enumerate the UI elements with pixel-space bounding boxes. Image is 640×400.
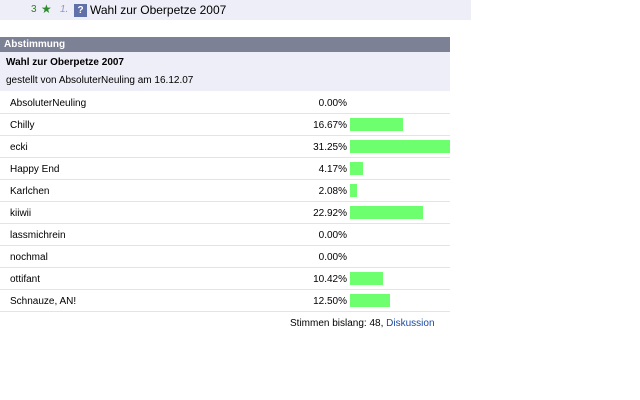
results-table: AbsoluterNeuling 0.00% Chilly 16.67% eck… (0, 92, 450, 312)
option-percent: 0.00% (318, 230, 347, 241)
option-percent: 22.92% (313, 208, 347, 219)
poll-info: Wahl zur Oberpetze 2007 gestellt von Abs… (0, 52, 450, 91)
option-name: ottifant (10, 274, 41, 285)
poll-list-row[interactable]: 3 ★ 1. ? Wahl zur Oberpetze 2007 (0, 0, 471, 20)
vote-count: 3 (31, 4, 37, 15)
option-percent: 4.17% (318, 164, 347, 175)
result-row: nochmal 0.00% (0, 246, 450, 268)
result-row: Karlchen 2.08% (0, 180, 450, 202)
result-bar (350, 294, 390, 307)
result-bar (350, 272, 383, 285)
result-bar (350, 118, 403, 131)
discussion-link[interactable]: Diskussion (386, 318, 435, 329)
option-percent: 2.08% (318, 186, 347, 197)
option-name: AbsoluterNeuling (10, 98, 87, 109)
option-percent: 31.25% (313, 142, 347, 153)
option-name: Schnauze, AN! (10, 296, 77, 307)
option-percent: 10.42% (313, 274, 347, 285)
option-name: Chilly (10, 120, 35, 131)
option-name: Karlchen (10, 186, 50, 197)
rank-number: 1. (60, 4, 69, 15)
result-row: Happy End 4.17% (0, 158, 450, 180)
result-row: Schnauze, AN! 12.50% (0, 290, 450, 312)
option-name: ecki (10, 142, 28, 153)
option-name: lassmichrein (10, 230, 66, 241)
result-row: ecki 31.25% (0, 136, 450, 158)
option-percent: 16.67% (313, 120, 347, 131)
option-percent: 0.00% (318, 98, 347, 109)
result-bar (350, 206, 423, 219)
result-row: kiiwii 22.92% (0, 202, 450, 224)
result-bar (350, 140, 450, 153)
result-bar (350, 184, 357, 197)
votes-total: Stimmen bislang: 48, (290, 318, 384, 329)
poll-meta: gestellt von AbsoluterNeuling am 16.12.0… (6, 75, 194, 86)
poll-list-title[interactable]: Wahl zur Oberpetze 2007 (90, 3, 227, 17)
option-name: nochmal (10, 252, 48, 263)
option-percent: 0.00% (318, 252, 347, 263)
result-row: lassmichrein 0.00% (0, 224, 450, 246)
poll-title: Wahl zur Oberpetze 2007 (6, 57, 124, 68)
option-name: kiiwii (10, 208, 32, 219)
option-name: Happy End (10, 164, 60, 175)
result-row: ottifant 10.42% (0, 268, 450, 290)
panel-header: Abstimmung (0, 37, 450, 52)
star-icon: ★ (41, 2, 52, 16)
result-row: AbsoluterNeuling 0.00% (0, 92, 450, 114)
result-bar (350, 162, 363, 175)
option-percent: 12.50% (313, 296, 347, 307)
poll-footer: Stimmen bislang: 48, Diskussion (290, 318, 435, 329)
question-icon: ? (74, 4, 87, 17)
result-row: Chilly 16.67% (0, 114, 450, 136)
